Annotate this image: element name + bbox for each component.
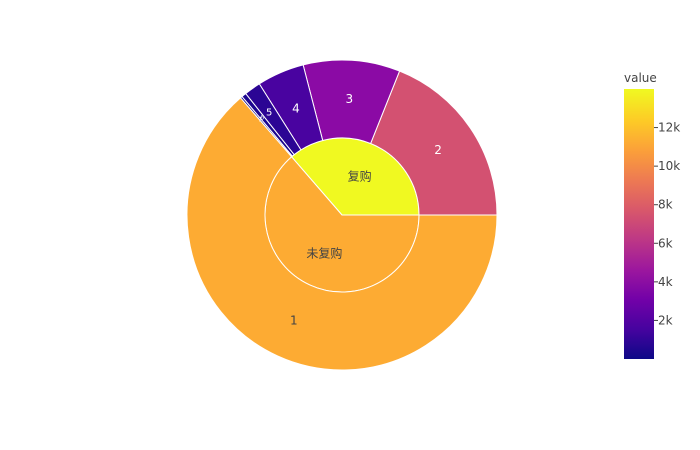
outer-sector-label: 1 bbox=[290, 314, 298, 328]
colorbar-tick-label: 8k bbox=[658, 198, 673, 212]
inner-sector-label: 复购 bbox=[348, 168, 372, 183]
colorbar-tick-label: 4k bbox=[658, 275, 673, 289]
colorbar-tick-label: 6k bbox=[658, 236, 673, 250]
colorbar-title: value bbox=[624, 71, 657, 85]
outer-sector-label: 3 bbox=[346, 92, 354, 106]
outer-sector-1[interactable] bbox=[186, 97, 498, 371]
outer-sector-label: 5 bbox=[266, 108, 272, 119]
inner-sector-label: 未复购 bbox=[306, 246, 342, 261]
colorbar-tick-label: 2k bbox=[658, 313, 673, 327]
colorbar-ticks: 2k 4k 6k 8k 10k 12k bbox=[654, 121, 680, 327]
colorbar-gradient bbox=[624, 89, 654, 359]
sunburst-rings bbox=[186, 59, 498, 371]
outer-sector-label: 6 bbox=[260, 115, 264, 122]
colorbar-tick-label: 12k bbox=[658, 121, 680, 135]
outer-sector-2[interactable] bbox=[369, 70, 498, 216]
colorbar: value 2k 4k 6k 8k 10k 12k bbox=[624, 71, 680, 359]
outer-sector-label: 2 bbox=[434, 143, 442, 157]
outer-sector-label: 4 bbox=[292, 102, 300, 116]
outer-sector-label: 7 bbox=[258, 116, 262, 123]
colorbar-tick-label: 10k bbox=[658, 159, 680, 173]
